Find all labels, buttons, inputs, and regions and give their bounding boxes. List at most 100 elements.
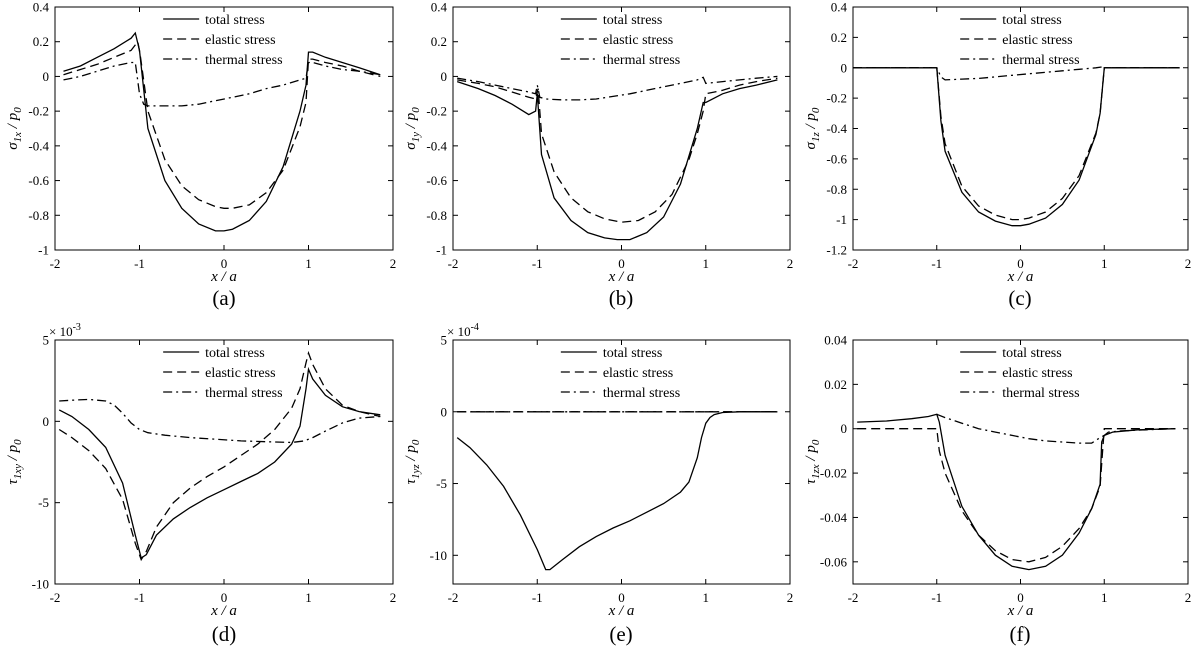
series-line-dashdot — [63, 61, 381, 107]
y-tick-label: 0.2 — [431, 34, 447, 49]
legend-entry: elastic stress — [205, 366, 275, 381]
y-label-subscript-0: 0 — [12, 439, 24, 445]
y-tick-label: -0.8 — [426, 208, 447, 223]
x-tick-label: -1 — [931, 590, 942, 605]
x-tick-label: 1 — [1101, 256, 1108, 271]
y-label-subscript-0: 0 — [12, 107, 24, 113]
legend-entry: total stress — [603, 346, 663, 361]
legend-entry: elastic stress — [1002, 366, 1072, 381]
x-tick-label: 2 — [787, 590, 794, 605]
y-tick-label: 0.4 — [33, 0, 50, 15]
legend-entry: total stress — [1002, 346, 1061, 361]
x-tick-label: 2 — [390, 256, 397, 271]
panel-caption: (a) — [212, 286, 235, 310]
y-tick-label: -5 — [38, 495, 49, 510]
y-tick-label: 0.02 — [824, 377, 847, 392]
y-axis-label: σ1x / p0 — [5, 107, 24, 150]
x-tick-label: 0 — [1017, 590, 1024, 605]
series-line-dashed — [58, 350, 381, 562]
x-tick-label: -2 — [50, 256, 61, 271]
series-line-dashed — [457, 77, 778, 223]
x-tick-label: -1 — [532, 256, 543, 271]
legend-entry: thermal stress — [205, 53, 282, 68]
panel-caption: (f) — [1010, 622, 1031, 646]
x-tick-label: -1 — [134, 590, 145, 605]
y-tick-label: -0.2 — [28, 104, 49, 119]
y-axis-label: τ1yz / p0 — [403, 439, 422, 484]
y-tick-label: -1.2 — [826, 243, 847, 258]
series-line-dashed — [857, 428, 1176, 563]
y-tick-label: -0.04 — [820, 510, 848, 525]
multiplier-exponent: -3 — [73, 322, 81, 333]
y-label-divisor: / p — [403, 112, 419, 132]
x-tick-label: -1 — [931, 256, 942, 271]
legend-entry: thermal stress — [205, 386, 282, 401]
y-tick-label: -5 — [436, 476, 447, 491]
y-label-subscript-0: 0 — [410, 107, 422, 113]
y-label-symbol: σ — [803, 141, 819, 149]
y-tick-label: -0.6 — [28, 173, 49, 188]
x-axis-label: x / a — [1007, 269, 1034, 285]
x-tick-label: -2 — [50, 590, 61, 605]
y-tick-label: 0 — [841, 60, 848, 75]
x-axis-label: x / a — [210, 269, 237, 285]
y-tick-label: 0 — [841, 421, 848, 436]
legend-entry: thermal stress — [1002, 53, 1079, 68]
x-tick-label: -2 — [448, 256, 459, 271]
panel-caption: (c) — [1008, 286, 1031, 310]
x-tick-label: 2 — [390, 590, 397, 605]
x-tick-label: 2 — [1185, 256, 1192, 271]
x-tick-label: 1 — [305, 590, 312, 605]
series-line-dashdot — [59, 398, 381, 444]
x-tick-label: 1 — [305, 256, 312, 271]
y-tick-label: -1 — [38, 243, 49, 258]
y-tick-label: 0 — [441, 404, 448, 419]
y-label-subscript-0: 0 — [410, 439, 422, 445]
series-line-dashed — [853, 67, 1180, 221]
y-axis-label: τ1xy / p0 — [5, 439, 24, 485]
y-tick-label: -10 — [32, 577, 49, 592]
y-tick-label: -0.4 — [426, 138, 447, 153]
y-tick-label: -1 — [436, 243, 447, 258]
y-tick-label: -0.6 — [826, 151, 847, 166]
series-line-solid — [853, 67, 1180, 227]
series-line-dashdot — [853, 66, 1180, 81]
legend-entry: elastic stress — [1002, 33, 1072, 48]
x-tick-label: 0 — [221, 256, 228, 271]
legend-entry: elastic stress — [603, 366, 673, 381]
panel-3: -2 -1 0 1 2 -1.2 -1 -0.8 -0.6 -0.4 -0.2 0 0.2 0.4 tota… — [803, 0, 1191, 310]
y-label-divisor: / p — [5, 112, 21, 132]
series-line-solid — [857, 413, 1176, 571]
y-tick-label: 0.2 — [831, 30, 847, 45]
y-label-subscript: 1zx — [810, 464, 822, 479]
x-tick-label: 1 — [1101, 590, 1108, 605]
panel-caption: (e) — [609, 622, 632, 646]
y-tick-label: -0.8 — [28, 208, 49, 223]
legend-entry: elastic stress — [603, 33, 673, 48]
series-line-solid — [58, 366, 381, 560]
multiplier-base: × 10 — [447, 324, 471, 339]
legend-entry: total stress — [1002, 13, 1061, 28]
y-label-symbol: τ — [5, 479, 21, 485]
y-label-divisor: / p — [5, 444, 21, 464]
multiplier-exponent: -4 — [471, 322, 479, 333]
y-label-subscript-0: 0 — [810, 107, 822, 113]
axis-multiplier: × 10-3 — [49, 322, 81, 339]
x-tick-label: 0 — [618, 256, 625, 271]
legend-entry: total stress — [603, 13, 663, 28]
y-tick-label: -1 — [836, 212, 847, 227]
y-tick-label: 0 — [441, 69, 448, 84]
legend-entry: total stress — [205, 13, 265, 28]
x-tick-label: 0 — [618, 590, 625, 605]
y-label-divisor: / p — [803, 113, 819, 133]
y-tick-label: -0.2 — [826, 91, 847, 106]
y-label-symbol: σ — [403, 142, 419, 150]
legend-entry: thermal stress — [603, 53, 680, 68]
y-tick-label: -10 — [430, 548, 447, 563]
y-label-symbol: σ — [5, 142, 21, 150]
